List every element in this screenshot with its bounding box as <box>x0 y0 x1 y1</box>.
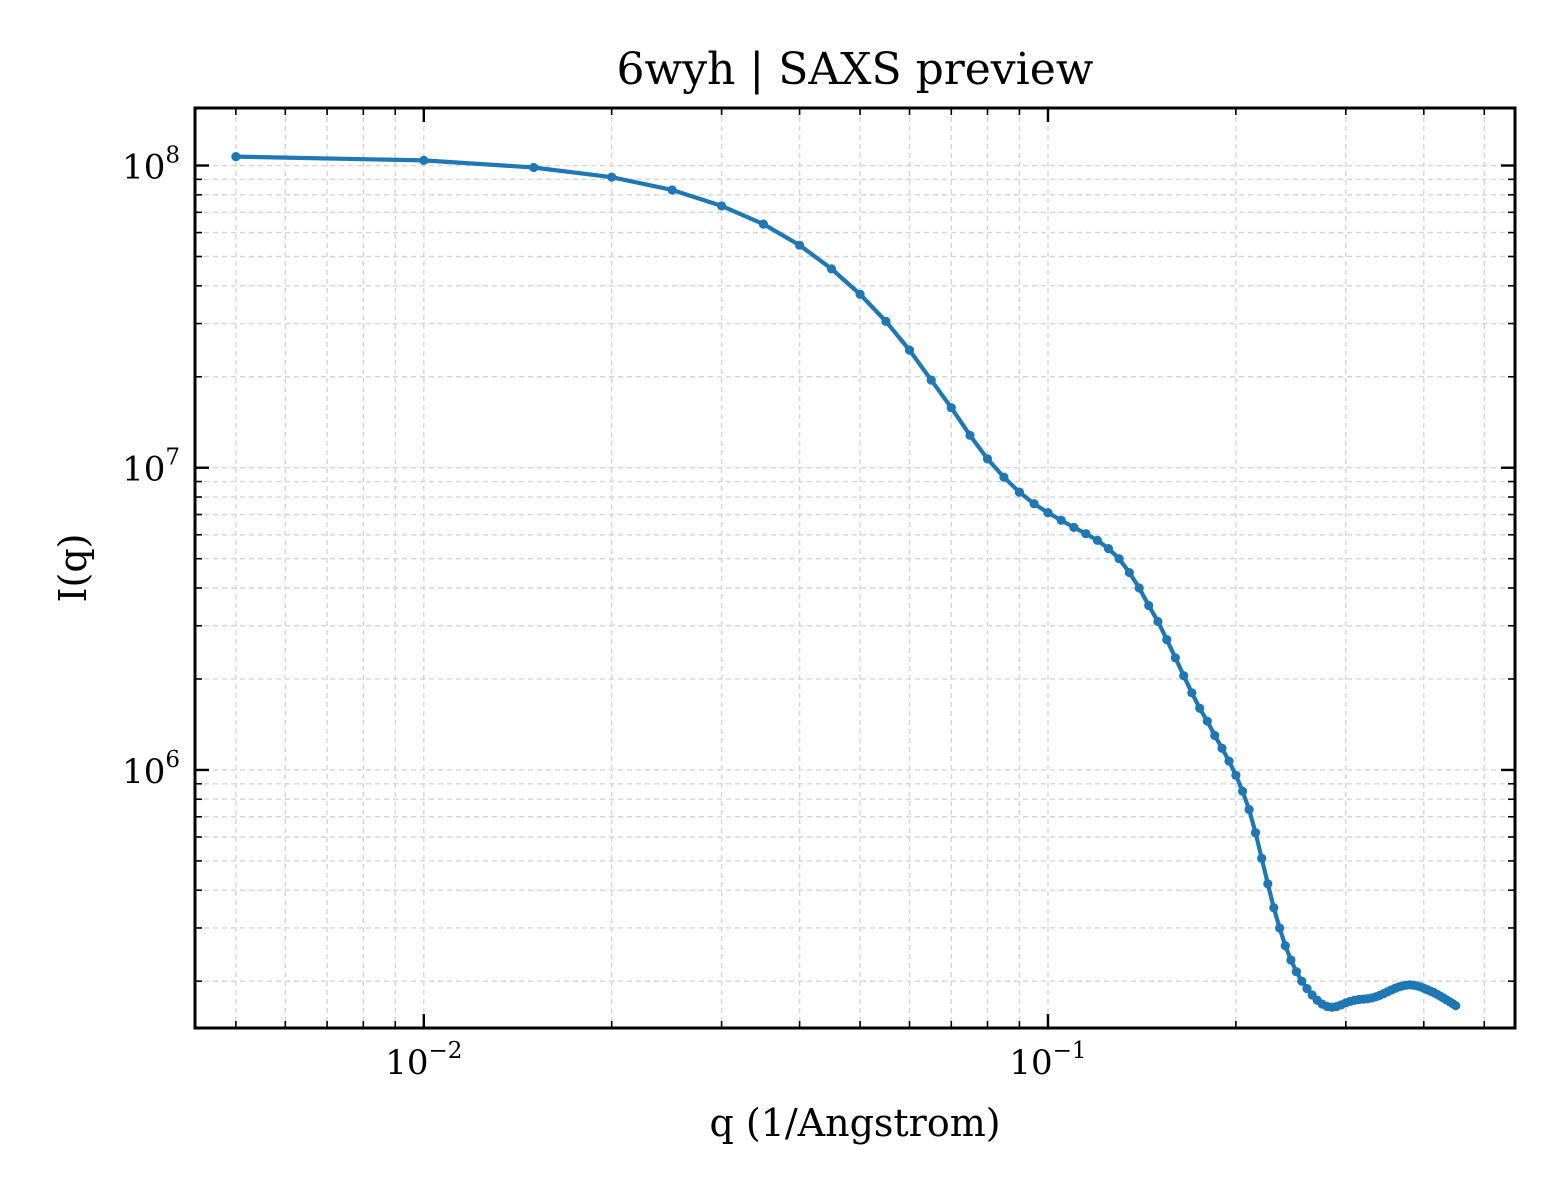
x-tick-label: 10−2 <box>385 1038 462 1083</box>
data-point <box>1263 879 1273 889</box>
data-point <box>1280 941 1290 951</box>
data-point <box>1224 756 1234 766</box>
data-point <box>419 155 429 165</box>
data-point <box>1202 716 1212 726</box>
data-point <box>1056 515 1066 525</box>
data-point <box>1134 583 1144 593</box>
data-point <box>1297 976 1307 986</box>
data-point <box>999 472 1009 482</box>
data-point <box>1153 616 1163 627</box>
data-point <box>855 289 865 299</box>
data-point <box>1195 703 1205 713</box>
chart-title: 6wyh | SAXS preview <box>617 44 1094 95</box>
data-point <box>1187 688 1197 698</box>
series-layer <box>231 152 1461 1012</box>
data-point <box>758 219 768 229</box>
data-point <box>1237 786 1248 796</box>
data-point <box>946 403 956 413</box>
data-point <box>1081 529 1091 539</box>
data-point <box>1210 730 1220 741</box>
data-point <box>1250 828 1261 838</box>
data-point <box>1302 984 1312 994</box>
data-point <box>717 201 727 211</box>
y-tick-label: 108 <box>122 143 180 188</box>
data-point <box>1286 955 1296 965</box>
data-point <box>1114 554 1124 564</box>
data-point <box>1103 544 1114 554</box>
data-point <box>1231 770 1241 780</box>
data-point <box>1144 600 1154 611</box>
data-point <box>1275 923 1285 933</box>
data-point <box>1029 499 1039 509</box>
data-point <box>965 430 975 440</box>
data-point <box>231 152 241 162</box>
data-point <box>1170 653 1180 663</box>
data-point <box>1291 967 1301 977</box>
data-point <box>1257 853 1267 863</box>
grid <box>195 108 1515 1028</box>
data-point <box>1043 508 1053 518</box>
tick-labels: 10−2 10−1 106 107 108 <box>122 143 1086 1083</box>
y-axis-label: I(q) <box>51 534 95 603</box>
x-tick-label: 10−1 <box>1009 1038 1086 1083</box>
data-point <box>794 240 805 250</box>
data-point <box>1269 903 1279 913</box>
data-point <box>1014 487 1025 497</box>
data-point <box>1217 743 1227 753</box>
data-point <box>1162 634 1172 645</box>
data-point <box>529 162 539 173</box>
data-point <box>1092 535 1103 545</box>
data-point <box>1244 804 1254 815</box>
data-point <box>607 172 617 182</box>
x-axis-label: q (1/Angstrom) <box>709 1101 1000 1145</box>
data-point <box>904 345 915 355</box>
y-tick-label: 107 <box>122 445 180 490</box>
data-point <box>667 185 677 195</box>
data-point <box>982 454 993 464</box>
data-point <box>881 316 891 326</box>
plot-frame <box>193 106 1517 1030</box>
data-point <box>1124 567 1134 578</box>
y-tick-label: 106 <box>122 747 180 792</box>
data-point <box>826 264 837 274</box>
data-point <box>1179 671 1189 681</box>
data-point <box>926 375 936 385</box>
data-point <box>1069 522 1079 532</box>
data-point <box>1451 1001 1461 1011</box>
